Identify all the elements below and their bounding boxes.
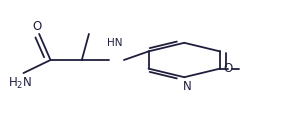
- Text: H$_2$N: H$_2$N: [7, 76, 32, 91]
- Text: N: N: [183, 80, 192, 93]
- Text: HN: HN: [107, 38, 122, 48]
- Text: O: O: [32, 20, 41, 33]
- Text: O: O: [224, 62, 233, 75]
